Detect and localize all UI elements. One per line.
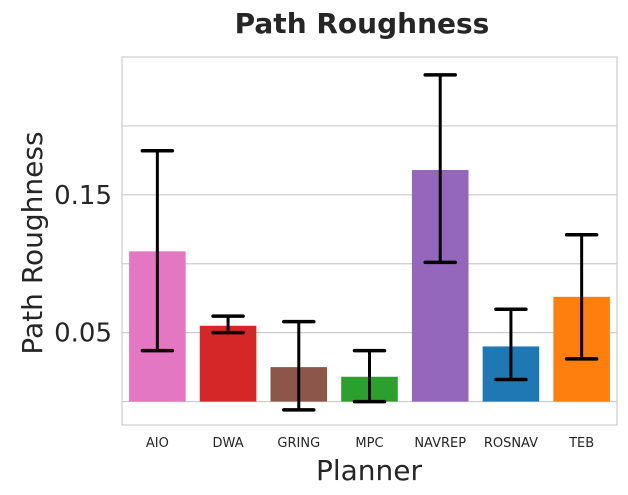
- x-tick-label: AIO: [146, 436, 169, 451]
- x-tick-label: ROSNAV: [484, 436, 538, 451]
- y-tick-label: 0.05: [54, 319, 112, 349]
- x-tick-label: GRING: [277, 436, 320, 451]
- x-tick-label: DWA: [213, 436, 244, 451]
- y-tick-label: 0.15: [54, 181, 112, 211]
- y-tick-labels: 0.05 0.15: [54, 181, 112, 349]
- plot-frame: [121, 56, 618, 426]
- x-tick-label: TEB: [568, 436, 594, 451]
- x-tick-label: NAVREP: [414, 436, 466, 451]
- x-tick-label: MPC: [355, 436, 383, 451]
- x-tick-labels: AIO DWA GRING MPC NAVREP ROSNAV TEB: [146, 436, 594, 451]
- chart-title: Path Roughness: [235, 7, 490, 40]
- bar-dwa: [199, 325, 257, 402]
- y-axis-label: Path Roughness: [16, 131, 49, 354]
- x-axis-label: Planner: [316, 454, 423, 487]
- error-bars: [140, 73, 599, 412]
